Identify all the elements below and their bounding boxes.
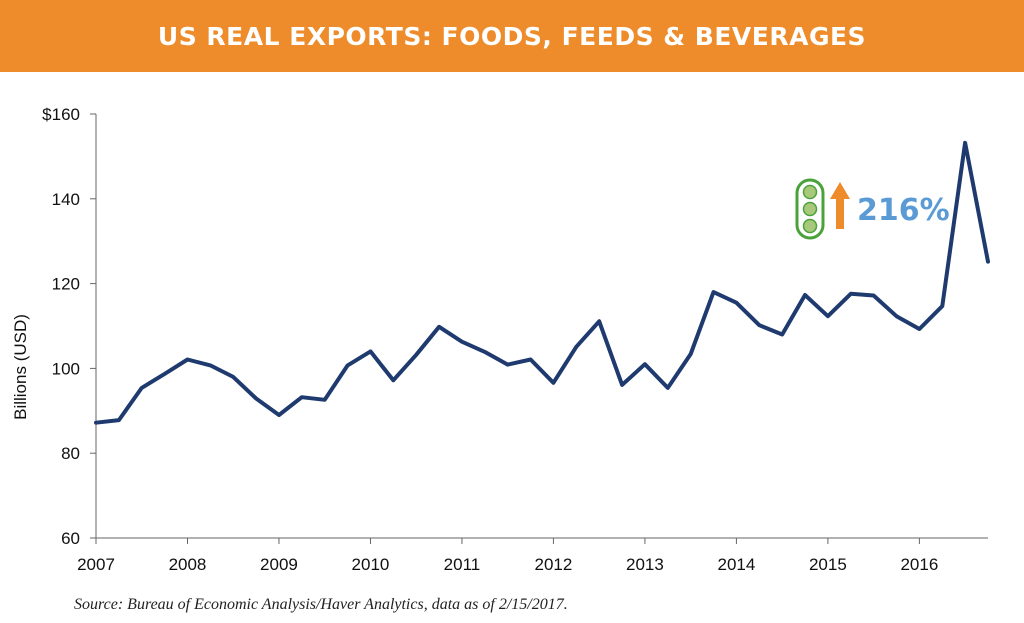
series-group [94, 140, 990, 425]
chart-title: US REAL EXPORTS: FOODS, FEEDS & BEVERAGE… [157, 21, 867, 51]
source-note: Source: Bureau of Economic Analysis/Have… [74, 596, 568, 613]
x-tick-label: 2014 [717, 555, 755, 574]
pea-pod-icon [795, 178, 825, 240]
y-tick-label: 60 [61, 529, 80, 548]
y-tick-label: 100 [52, 359, 80, 378]
series-line [94, 140, 990, 425]
x-tick-label: 2007 [77, 555, 115, 574]
x-tick-label: 2008 [169, 555, 207, 574]
x-axis-ticks: 2007 2008 2009 2010 2011 2012 2013 2014 2015 2016 [77, 538, 938, 574]
chart-title-banner: US REAL EXPORTS: FOODS, FEEDS & BEVERAGE… [0, 0, 1024, 72]
y-tick-label: 140 [52, 190, 80, 209]
x-tick-label: 2010 [352, 555, 390, 574]
annotation: 216% [795, 178, 950, 240]
y-tick-label: $160 [42, 105, 80, 124]
y-tick-label: 80 [61, 444, 80, 463]
axes [95, 114, 988, 539]
up-arrow-icon [830, 182, 850, 229]
y-axis-ticks: $160 140 120 100 80 60 [42, 105, 96, 548]
x-tick-label: 2012 [535, 555, 573, 574]
x-tick-label: 2011 [444, 555, 481, 574]
x-tick-label: 2015 [809, 555, 847, 574]
x-tick-label: 2016 [900, 555, 938, 574]
y-axis-title: Billions (USD) [11, 314, 30, 420]
y-tick-label: 120 [52, 275, 80, 294]
x-tick-label: 2009 [260, 555, 298, 574]
x-tick-label: 2013 [626, 555, 664, 574]
annotation-text: 216% [857, 193, 950, 228]
